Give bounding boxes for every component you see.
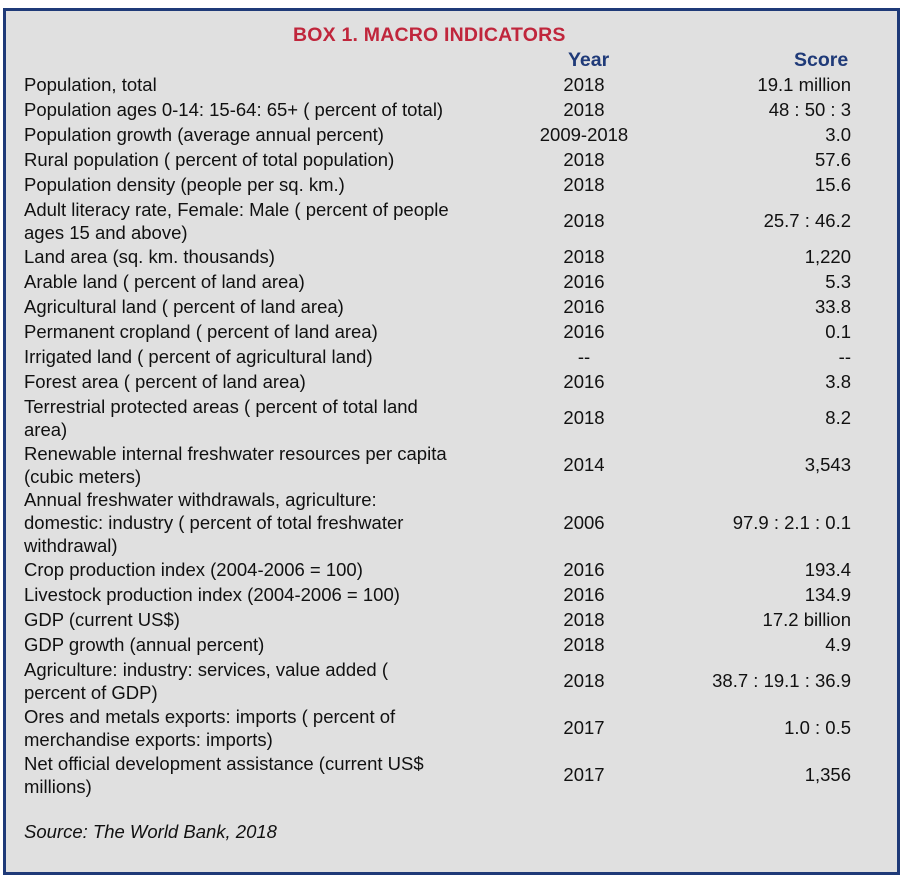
year-cell: 2018 xyxy=(563,246,605,267)
year-cell: 2016 xyxy=(563,559,605,580)
year-cell: 2017 xyxy=(563,717,605,738)
indicator-cell: Renewable internal freshwater resources … xyxy=(24,442,447,487)
year-cell: 2016 xyxy=(563,271,605,292)
year-cell: 2018 xyxy=(563,210,605,231)
year-column-header: Year xyxy=(568,49,610,71)
score-cell: 25.7 : 46.2 xyxy=(763,210,851,231)
indicator-cell: Agriculture: industry: services, value a… xyxy=(24,658,389,703)
score-cell: 193.4 xyxy=(804,559,851,580)
score-cell: 57.6 xyxy=(814,149,851,170)
indicator-cell: Land area (sq. km. thousands) xyxy=(24,246,275,267)
table-row: Agriculture: industry: services, value a… xyxy=(24,657,851,704)
year-cell: 2014 xyxy=(563,454,605,475)
year-cell: 2006 xyxy=(563,512,605,533)
score-cell: 5.3 xyxy=(825,271,851,292)
indicator-cell: Annual freshwater withdrawals, agricultu… xyxy=(24,489,404,556)
table-row: Ores and metals exports: imports ( perce… xyxy=(24,704,851,751)
table-row: Population, total 2018 19.1 million xyxy=(24,72,851,97)
table-row: Population density (people per sq. km.) 2… xyxy=(24,172,851,197)
year-cell: 2018 xyxy=(563,74,605,95)
indicator-cell: Rural population ( percent of total popu… xyxy=(24,149,395,170)
indicators-table: Population, total 2018 19.1 million Populat… xyxy=(24,72,851,798)
table-row: Rural population ( percent of total popu… xyxy=(24,147,851,172)
table-row: Renewable internal freshwater resources … xyxy=(24,441,851,488)
indicator-cell: GDP growth (annual percent) xyxy=(24,634,265,655)
table-row: Agricultural land ( percent of land area… xyxy=(24,294,851,319)
year-cell: 2018 xyxy=(563,99,605,120)
score-cell: 3.0 xyxy=(825,124,851,145)
indicator-cell: Agricultural land ( percent of land area… xyxy=(24,296,344,317)
year-cell: 2018 xyxy=(563,609,605,630)
table-row: Crop production index (2004-2006 = 100) 2… xyxy=(24,557,851,582)
indicator-cell: Population growth (average annual percen… xyxy=(24,124,384,145)
table-row: GDP (current US$) 2018 17.2 billion xyxy=(24,607,851,632)
year-cell: 2016 xyxy=(563,584,605,605)
score-cell: 19.1 million xyxy=(757,74,851,95)
indicator-cell: Livestock production index (2004-2006 = … xyxy=(24,584,400,605)
table-row: Arable land ( percent of land area) 2016 5… xyxy=(24,269,851,294)
indicator-cell: Irrigated land ( percent of agricultural… xyxy=(24,346,373,367)
score-cell: 17.2 billion xyxy=(762,609,851,630)
score-cell: 33.8 xyxy=(814,296,851,317)
year-cell: -- xyxy=(577,346,591,367)
year-cell: 2016 xyxy=(563,296,605,317)
score-cell: 1,356 xyxy=(804,764,851,785)
indicator-cell: Population ages 0-14: 15-64: 65+ ( perce… xyxy=(24,99,444,120)
table-row: Annual freshwater withdrawals, agricultu… xyxy=(24,488,851,557)
indicator-cell: Arable land ( percent of land area) xyxy=(24,271,305,292)
year-cell: 2016 xyxy=(563,371,605,392)
table-row: Livestock production index (2004-2006 = … xyxy=(24,582,851,607)
score-cell: 8.2 xyxy=(825,407,851,428)
score-cell: 4.9 xyxy=(825,634,851,655)
year-cell: 2016 xyxy=(563,321,605,342)
year-cell: 2009-2018 xyxy=(539,124,629,145)
score-cell: 3,543 xyxy=(804,454,851,475)
year-cell: 2018 xyxy=(563,634,605,655)
table-row: Adult literacy rate, Female: Male ( perc… xyxy=(24,197,851,244)
score-cell: 134.9 xyxy=(804,584,851,605)
indicator-cell: GDP (current US$) xyxy=(24,609,180,630)
score-cell: 3.8 xyxy=(825,371,851,392)
table-row: Forest area ( percent of land area) 2016 3… xyxy=(24,369,851,394)
table-row: Terrestrial protected areas ( percent of… xyxy=(24,394,851,441)
year-cell: 2018 xyxy=(563,149,605,170)
indicator-cell: Adult literacy rate, Female: Male ( perc… xyxy=(24,198,449,243)
year-cell: 2018 xyxy=(563,670,605,691)
indicator-cell: Population, total xyxy=(24,74,157,95)
score-cell: 97.9 : 2.1 : 0.1 xyxy=(732,512,851,533)
score-cell: -- xyxy=(838,346,851,367)
indicator-cell: Crop production index (2004-2006 = 100) xyxy=(24,559,363,580)
indicator-cell: Net official development assistance (cur… xyxy=(24,752,424,797)
score-cell: 0.1 xyxy=(825,321,851,342)
year-cell: 2018 xyxy=(563,407,605,428)
source-note: Source: The World Bank, 2018 xyxy=(24,821,277,842)
indicator-cell: Forest area ( percent of land area) xyxy=(24,371,306,392)
indicator-cell: Terrestrial protected areas ( percent of… xyxy=(24,395,418,440)
score-cell: 1.0 : 0.5 xyxy=(784,717,851,738)
macro-indicators-box: BOX 1. MACRO INDICATORS Year Score Popul… xyxy=(3,8,900,875)
table-row: GDP growth (annual percent) 2018 4.9 xyxy=(24,632,851,657)
year-cell: 2017 xyxy=(563,764,605,785)
table-row: Population growth (average annual percen… xyxy=(24,122,851,147)
table-row: Land area (sq. km. thousands) 2018 1,220 xyxy=(24,244,851,269)
score-cell: 1,220 xyxy=(804,246,851,267)
score-cell: 48 : 50 : 3 xyxy=(768,99,851,120)
score-column-header: Score xyxy=(794,49,849,71)
indicator-cell: Permanent cropland ( percent of land are… xyxy=(24,321,378,342)
table-row: Population ages 0-14: 15-64: 65+ ( perce… xyxy=(24,97,851,122)
indicator-cell: Population density (people per sq. km.) xyxy=(24,174,345,195)
box-title: BOX 1. MACRO INDICATORS xyxy=(293,24,566,46)
table-row: Permanent cropland ( percent of land are… xyxy=(24,319,851,344)
score-cell: 15.6 xyxy=(814,174,851,195)
indicator-cell: Ores and metals exports: imports ( perce… xyxy=(24,705,396,750)
score-cell: 38.7 : 19.1 : 36.9 xyxy=(712,670,851,691)
table-row: Net official development assistance (cur… xyxy=(24,751,851,798)
table-row: Irrigated land ( percent of agricultural… xyxy=(24,344,851,369)
year-cell: 2018 xyxy=(563,174,605,195)
